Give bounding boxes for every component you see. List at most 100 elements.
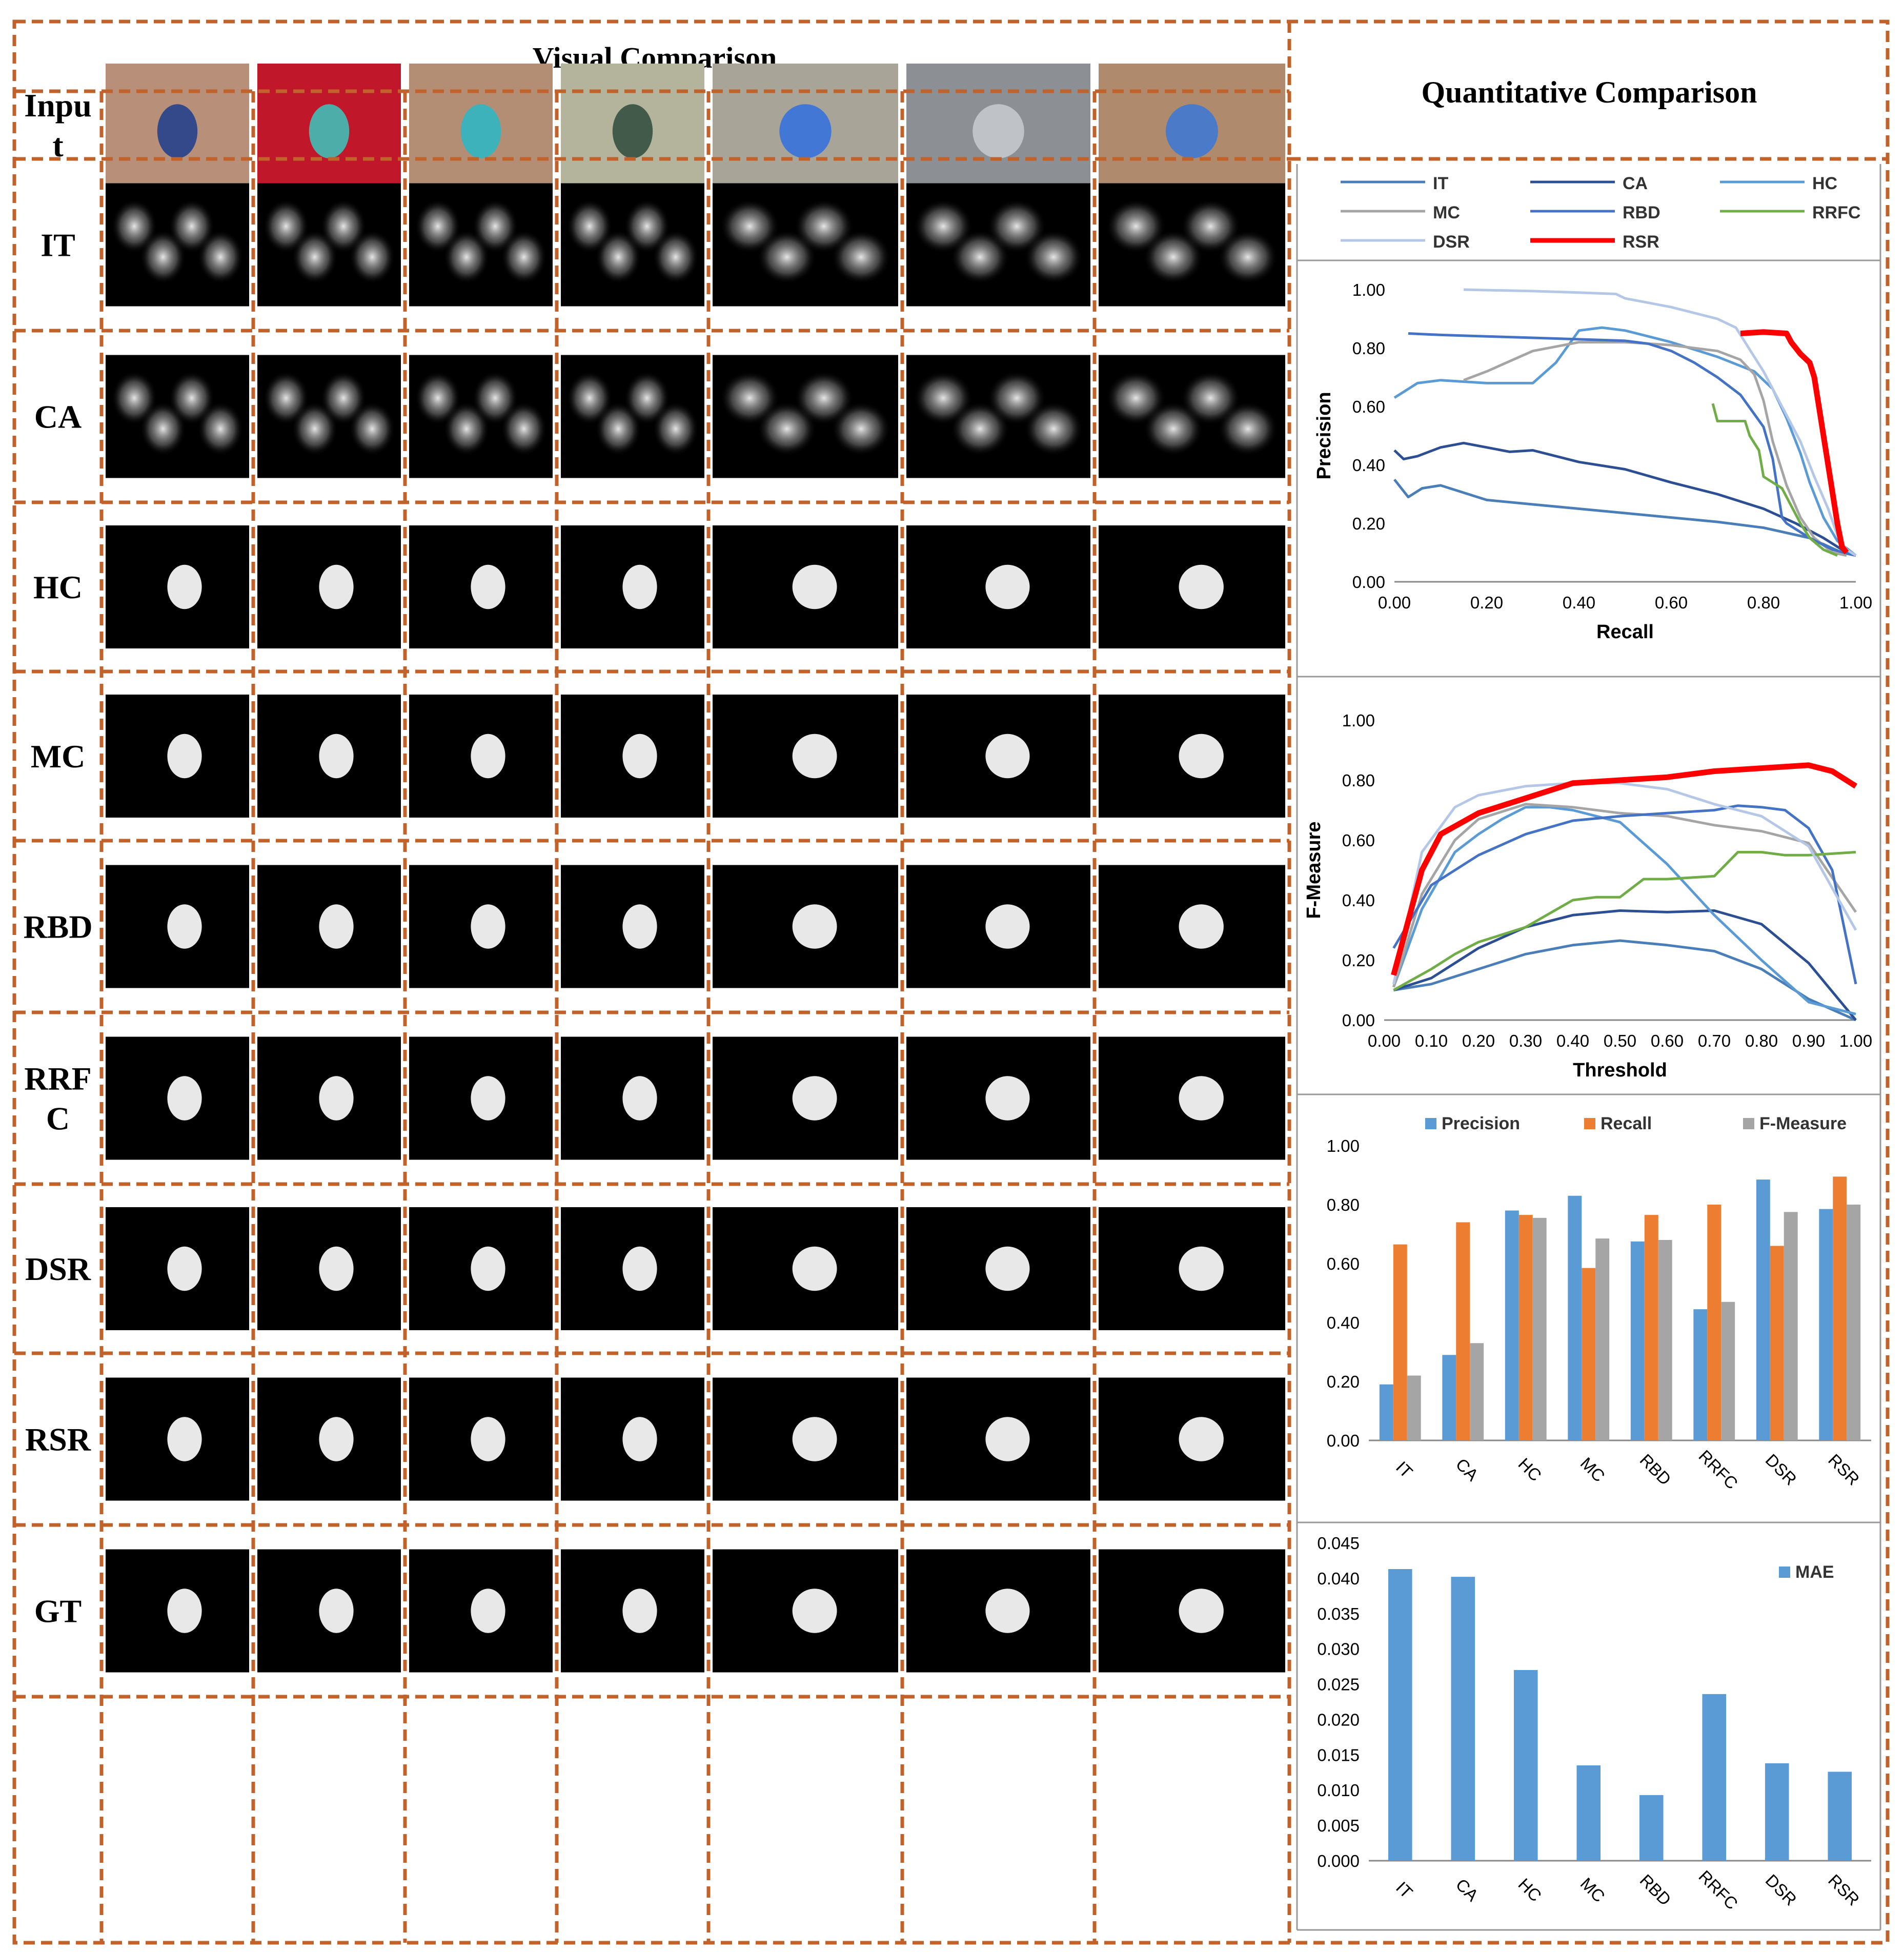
bar-Recall-IT: [1393, 1244, 1407, 1440]
salient-region: [792, 1589, 837, 1633]
salient-region: [792, 734, 837, 779]
series-line-RSR: [1391, 762, 1857, 976]
thumbnail-r3-c5: [713, 525, 898, 648]
row-header-label: C: [46, 1101, 70, 1137]
legend-label-RSR: RSR: [1623, 232, 1659, 252]
y-tick-label: 0.035: [1317, 1604, 1360, 1623]
thumbnail-r6-c4: [561, 1036, 704, 1160]
series-line-MC: [1463, 341, 1847, 557]
salient-region: [1179, 904, 1224, 949]
y-tick-label: 0.005: [1317, 1816, 1360, 1835]
thumbnail-r2-c2: [257, 355, 401, 478]
thumbnail-r3-c3: [409, 525, 553, 648]
series-line-RSR: [1740, 329, 1849, 555]
saliency-blob: [831, 230, 891, 284]
x-tick-label: 0.60: [1651, 1031, 1684, 1050]
thumbnail-r2-c7: [1099, 355, 1285, 478]
salient-region: [622, 564, 657, 609]
legend-label-CA: CA: [1623, 174, 1648, 193]
y-tick-label: 0.80: [1327, 1195, 1360, 1214]
x-tick-label: 0.20: [1462, 1031, 1495, 1050]
thumbnail-r9-c2: [257, 1549, 401, 1673]
thumbnail-r5-c7: [1099, 865, 1285, 988]
salient-region: [985, 1589, 1030, 1633]
thumbnail-r6-c1: [106, 1036, 249, 1160]
y-tick-label: 0.40: [1327, 1313, 1360, 1332]
input-object: [779, 104, 832, 158]
saliency-blob: [1218, 401, 1278, 456]
legend-label-RRFC: RRFC: [1812, 203, 1860, 222]
thumbnail-r7-c4: [561, 1207, 704, 1330]
x-tick-label-RRFC: RRFC: [1695, 1446, 1741, 1493]
saliency-blob: [1218, 230, 1278, 284]
y-tick-label: 0.00: [1327, 1431, 1360, 1450]
outer-border: [12, 19, 1890, 1945]
x-tick-label: 0.10: [1415, 1031, 1448, 1050]
salient-region: [792, 1076, 837, 1121]
bar-F-Measure-IT: [1407, 1375, 1421, 1440]
thumbnail-r4-c6: [906, 695, 1090, 818]
thumbnail-r0-c5: [713, 64, 898, 187]
thumbnail-r7-c1: [106, 1207, 249, 1330]
series-line-CA: [1393, 441, 1856, 557]
y-tick-label: 0.20: [1327, 1372, 1360, 1391]
bar-Recall-CA: [1456, 1222, 1470, 1440]
saliency-blob: [1024, 401, 1083, 456]
legend-label-F-Measure: F-Measure: [1759, 1114, 1847, 1133]
salient-region: [471, 1417, 505, 1461]
input-object: [309, 104, 350, 158]
thumbnail-r1-c7: [1099, 183, 1285, 307]
thumbnail-r5-c6: [906, 865, 1090, 988]
salient-region: [1179, 1417, 1224, 1461]
salient-region: [167, 1417, 202, 1461]
series-line-IT: [1393, 939, 1857, 1022]
thumbnail-r0-c7: [1099, 64, 1285, 187]
thumbnail-r2-c6: [906, 355, 1090, 478]
thumbnail-r9-c7: [1099, 1549, 1285, 1673]
x-tick-label-HC: HC: [1514, 1875, 1545, 1905]
thumbnail-r6-c7: [1099, 1036, 1285, 1160]
y-tick-label: 1.00: [1352, 280, 1385, 299]
legend-swatch-Recall: [1584, 1118, 1595, 1129]
bar-Recall-MC: [1582, 1268, 1596, 1440]
y-tick-label: 0.60: [1352, 397, 1385, 416]
bar-Precision-RRFC: [1693, 1309, 1708, 1440]
bar-F-Measure-RSR: [1847, 1205, 1861, 1440]
legend-label-HC: HC: [1812, 174, 1837, 193]
row-header-label: IT: [40, 227, 75, 263]
salient-region: [167, 904, 202, 949]
series-line-RBD: [1392, 804, 1857, 985]
y-tick-label: 0.60: [1342, 831, 1375, 850]
row-header-label: RBD: [23, 909, 92, 945]
salient-region: [471, 734, 505, 779]
input-object: [460, 104, 501, 158]
x-tick-label-HC: HC: [1514, 1454, 1545, 1485]
salient-region: [622, 734, 657, 779]
legend-label-Recall: Recall: [1601, 1114, 1652, 1133]
input-object: [1166, 104, 1218, 158]
bar-Recall-RBD: [1644, 1215, 1658, 1440]
dashed-frame: [12, 19, 1890, 1945]
salient-region: [471, 904, 505, 949]
y-tick-label: 0.025: [1317, 1675, 1360, 1694]
thumbnail-r8-c3: [409, 1377, 553, 1501]
salient-region: [792, 1246, 837, 1291]
series-line-CA: [1393, 909, 1857, 1021]
bar-MAE-RBD: [1639, 1795, 1664, 1861]
thumbnail-r5-c5: [713, 865, 898, 988]
precision-recall-chart: 0.00 0.20 0.40 0.60 0.80 1.00 0.00 0.20 0.40 0.60…: [1313, 280, 1872, 643]
x-tick-label: 0.60: [1655, 593, 1688, 612]
legend-label-MAE: MAE: [1795, 1562, 1834, 1582]
thumbnail-r5-c4: [561, 865, 704, 988]
thumbnail-r2-c5: [713, 355, 898, 478]
saliency-blob: [197, 401, 244, 456]
thumbnail-r1-c3: [409, 183, 553, 307]
x-tick-label-RBD: RBD: [1636, 1450, 1675, 1489]
thumbnail-r7-c5: [713, 1207, 898, 1330]
salient-region: [319, 564, 354, 609]
bar-F-Measure-MC: [1595, 1238, 1610, 1440]
series-line-MC: [1392, 803, 1857, 988]
x-tick-label: 0.50: [1604, 1031, 1636, 1050]
salient-region: [985, 904, 1030, 949]
